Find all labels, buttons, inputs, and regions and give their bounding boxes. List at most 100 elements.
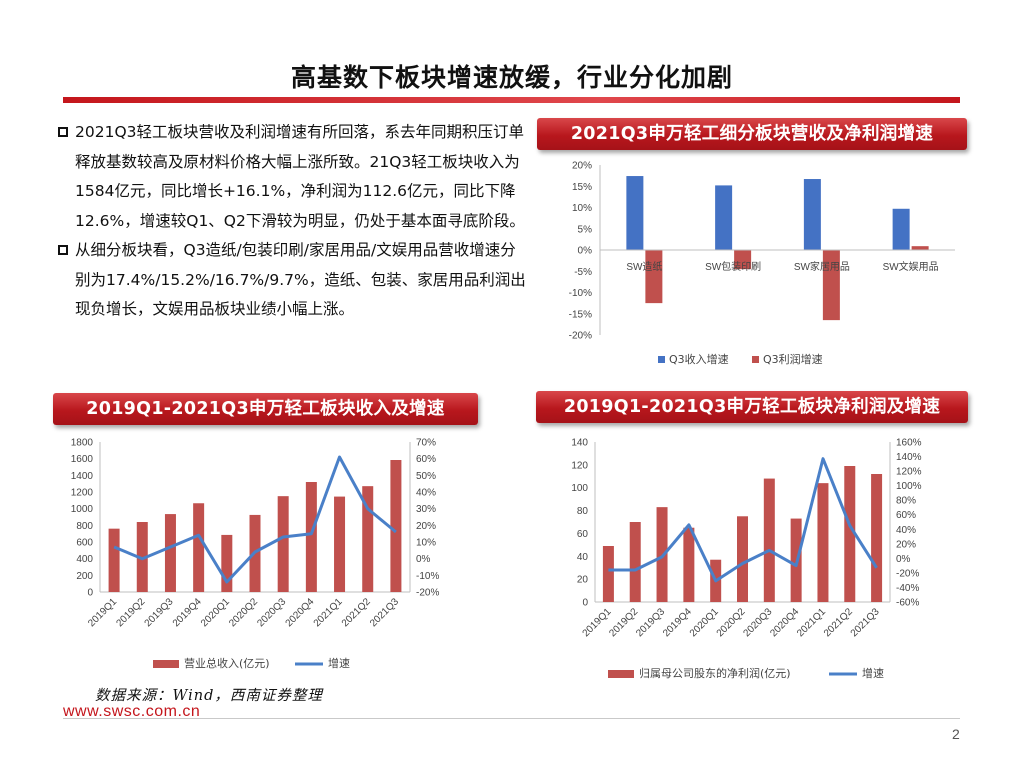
data-source-note: 数据来源：Wind，西南证券整理 <box>95 688 323 704</box>
growth-line <box>113 455 397 584</box>
y-tick-label: 0 <box>87 588 93 599</box>
bar-value <box>305 482 317 592</box>
bullet-list: 2021Q3轻工板块营收及利润增速有所回落，系去年同期积压订单释放基数较高及原材… <box>58 118 526 325</box>
y-tick-label: 200 <box>76 571 93 582</box>
bar-value <box>763 478 775 602</box>
x-tick-label: SW造纸 <box>626 260 662 273</box>
bar-profit <box>911 246 929 250</box>
y2-tick-label: 160% <box>896 438 922 449</box>
y2-tick-label: 80% <box>896 496 916 507</box>
bar-value <box>737 516 748 602</box>
x-tick-label: 2020Q1 <box>199 596 232 629</box>
y-tick-label: 20 <box>577 575 589 586</box>
page-title: 高基数下板块增速放缓，行业分化加剧 <box>290 63 733 92</box>
y-tick-label: 1200 <box>71 488 94 499</box>
y-tick-label: 5% <box>578 224 593 235</box>
profit-chart: 140 120 100 80 60 40 20 0 160% 140% 120% 100% 80% 60%… <box>571 438 922 681</box>
website-link[interactable]: www.swsc.com.cn <box>63 703 201 720</box>
y-tick-label: 0% <box>578 246 593 257</box>
bar-value <box>108 528 120 592</box>
legend-label: 增速 <box>862 666 884 680</box>
bar-profit <box>645 250 663 304</box>
legend-label: 增速 <box>328 656 350 670</box>
y2-tick-label: 0% <box>896 554 911 565</box>
y-tick-label: 800 <box>76 521 93 532</box>
y2-tick-label: -40% <box>896 583 919 594</box>
bar-value <box>136 522 148 592</box>
x-tick-label: 2020Q3 <box>255 596 288 629</box>
chart-title-segment: 2021Q3申万轻工细分板块营收及净利润增速 <box>537 118 967 150</box>
y2-tick-label: 100% <box>896 481 922 492</box>
y-tick-label: 1000 <box>71 504 94 515</box>
y2-tick-label: 20% <box>416 521 436 532</box>
y2-tick-label: -60% <box>896 598 919 609</box>
y-tick-label: 15% <box>572 182 592 193</box>
y2-tick-label: -10% <box>416 571 439 582</box>
x-tick-label: SW包装印刷 <box>705 260 761 273</box>
x-tick-label: 2021Q3 <box>849 606 882 639</box>
chart-title-profit: 2019Q1-2021Q3申万轻工板块净利润及增速 <box>536 391 968 423</box>
checkbox-square-icon <box>58 245 68 255</box>
revenue-chart: 1800 1600 1400 1200 1000 800 600 400 200 0 70% 60% 5… <box>71 438 440 671</box>
x-tick-label: 2021Q3 <box>368 596 401 629</box>
y-tick-label: 60 <box>577 529 589 540</box>
y2-tick-label: 10% <box>416 538 436 549</box>
x-tick-label: SW家居用品 <box>794 260 850 273</box>
y-tick-label: 20% <box>572 161 592 172</box>
x-tick-label: 2020Q2 <box>227 596 260 629</box>
bar-value <box>602 546 614 602</box>
page-number: 2 <box>952 726 960 742</box>
x-tick-label: 2019Q4 <box>171 596 204 629</box>
x-tick-label: 2019Q3 <box>143 596 176 629</box>
bullet-item-1: 2021Q3轻工板块营收及利润增速有所回落，系去年同期积压订单释放基数较高及原材… <box>58 118 526 236</box>
y2-tick-label: 40% <box>896 525 916 536</box>
bar-value <box>193 503 205 592</box>
bar-value <box>844 466 856 602</box>
y2-tick-label: 60% <box>416 454 436 465</box>
checkbox-square-icon <box>58 127 68 137</box>
bar-value <box>221 534 233 592</box>
segment-growth-chart: 20% 15% 10% 5% 0% -5% -10% -15% -20% SW造纸 SW包装印刷 SW… <box>569 161 955 366</box>
bar-revenue <box>715 185 733 250</box>
bar-value <box>683 527 695 602</box>
bar-value <box>817 483 829 602</box>
x-tick-label: 2021Q1 <box>312 596 345 629</box>
footer-divider <box>63 718 960 719</box>
y-tick-label: 80 <box>577 506 589 517</box>
x-tick-label: 2021Q2 <box>340 596 373 629</box>
y-tick-label: 140 <box>571 438 588 449</box>
bar-revenue <box>892 208 910 250</box>
bar-value <box>629 522 641 602</box>
y2-tick-label: 0% <box>416 554 431 565</box>
y-tick-label: -10% <box>569 288 592 299</box>
growth-line <box>608 457 878 583</box>
legend-swatch <box>608 670 634 678</box>
y-tick-label: 1400 <box>71 471 94 482</box>
bar-value <box>871 474 883 602</box>
y-tick-label: 600 <box>76 538 93 549</box>
bar-profit <box>822 250 840 321</box>
y2-tick-label: -20% <box>896 568 919 579</box>
y-tick-label: 120 <box>571 460 588 471</box>
y2-tick-label: 30% <box>416 504 436 515</box>
x-tick-label: 2019Q2 <box>114 596 147 629</box>
y-tick-label: 400 <box>76 554 93 565</box>
x-tick-label: SW文娱用品 <box>883 260 939 273</box>
bar-revenue <box>803 179 821 250</box>
y2-tick-label: 70% <box>416 438 436 449</box>
bar-value <box>390 460 402 592</box>
bar-profit <box>734 250 752 270</box>
y2-tick-label: 60% <box>896 510 916 521</box>
legend-label: Q3利润增速 <box>763 352 823 366</box>
y2-tick-label: -20% <box>416 588 439 599</box>
y-tick-label: 1800 <box>71 438 94 449</box>
bar-value <box>277 496 289 592</box>
y2-tick-label: 140% <box>896 452 922 463</box>
bar-value <box>362 486 374 592</box>
legend-label: 归属母公司股东的净利润(亿元) <box>639 666 791 680</box>
legend-label: 营业总收入(亿元) <box>184 656 270 670</box>
y2-tick-label: 40% <box>416 488 436 499</box>
y-tick-label: 100 <box>571 483 588 494</box>
chart-title-revenue: 2019Q1-2021Q3申万轻工板块收入及增速 <box>53 393 478 425</box>
legend-swatch <box>658 356 665 363</box>
